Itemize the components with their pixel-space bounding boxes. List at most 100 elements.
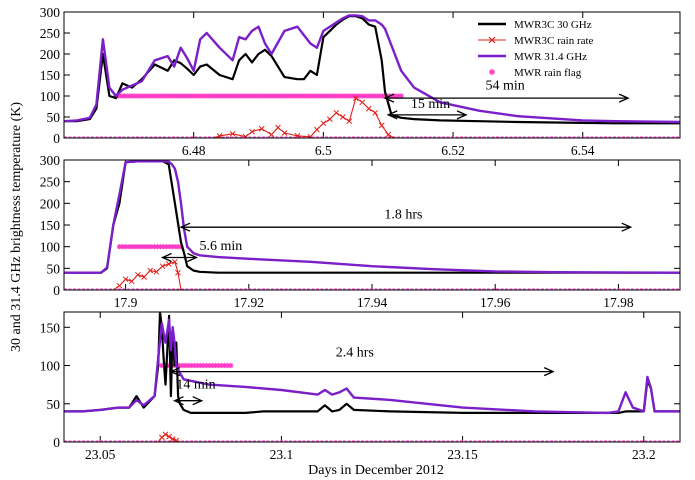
rain-flag-point: [192, 362, 198, 369]
rain-rate-point: [385, 131, 392, 138]
rain-flag-point: [335, 93, 341, 99]
x-tick-label: 6.52: [441, 143, 465, 158]
rain-flag-point: [257, 93, 263, 99]
rain-flag-point: [131, 244, 137, 250]
rain-flag-point: [157, 244, 164, 250]
series-mwr3c-rain-rate: [64, 95, 680, 138]
x-tick-label: 6.48: [182, 143, 206, 158]
rain-flag-point: [284, 93, 290, 99]
rain-flag-point: [371, 93, 377, 99]
rain-flag-point: [222, 362, 228, 369]
series-line-mwr3c-30-ghz: [64, 15, 680, 125]
rain-flag-point: [302, 93, 308, 99]
y-tick-label: 150: [40, 68, 61, 83]
legend-label: MWR3C rain rate: [514, 35, 594, 47]
rain-rate-point: [258, 125, 265, 132]
rain-flag-point: [189, 362, 195, 369]
rain-flag-point: [175, 244, 181, 250]
rain-flag-point: [362, 93, 368, 99]
rain-flag-point: [188, 93, 194, 99]
rain-flag-point: [125, 93, 131, 99]
rain-flag-point: [221, 93, 227, 99]
annotation-label: 5.6 min: [200, 239, 243, 254]
rain-rate-point: [162, 431, 169, 438]
y-tick-label: 150: [40, 218, 61, 233]
y-tick-label: 100: [40, 240, 61, 255]
rain-flag-point: [166, 244, 172, 250]
rain-flag-point: [210, 362, 216, 369]
chart-panels: 0 50 100 150 200 250 300 6.48 6.5 6.52 6.54 54 min 1…: [40, 5, 681, 462]
annotation-label: 15 min: [411, 97, 450, 112]
rain-flag-point: [395, 93, 401, 99]
rain-rate-point: [281, 130, 288, 136]
y-tick-label: 100: [40, 359, 61, 374]
rain-flag-point: [152, 93, 158, 99]
rain-flag-point: [155, 93, 161, 99]
rain-flag-point: [377, 93, 383, 99]
rain-rate-point: [172, 258, 178, 265]
rain-rate-point: [352, 95, 359, 101]
plot-area: [64, 160, 680, 290]
arrowhead-right: [618, 93, 630, 103]
x-axis-label: Days in December 2012: [308, 463, 444, 478]
rain-flag-point: [119, 93, 125, 99]
rain-flag-point: [137, 244, 143, 250]
arrowhead-right: [192, 396, 204, 406]
rain-flag-point: [242, 93, 248, 99]
arrowhead-right: [543, 367, 555, 377]
rain-rate-point: [165, 261, 172, 267]
rain-flag-point: [281, 93, 287, 99]
rain-flag-point: [389, 93, 395, 99]
rain-flag-point: [197, 93, 203, 99]
rain-flag-point: [317, 93, 323, 99]
annotation: 15 min: [386, 97, 468, 120]
series-line-mwr-31-4-ghz: [64, 160, 680, 274]
rain-rate-point: [175, 269, 181, 276]
rain-flag-point: [182, 93, 188, 99]
rain-flag-point: [203, 93, 209, 99]
rain-flag-point: [195, 362, 201, 369]
rain-flag-point: [326, 93, 332, 99]
rain-rate-point: [275, 124, 281, 131]
rain-rate-point: [346, 118, 353, 125]
rain-flag-point: [266, 93, 272, 99]
rain-flag-point: [353, 93, 359, 99]
rain-flag-point: [215, 93, 221, 99]
y-tick-label: 50: [47, 261, 61, 276]
y-tick-label: 0: [53, 283, 60, 298]
rain-rate-point: [169, 436, 176, 442]
rain-rate-point: [166, 433, 172, 440]
rain-flag-point: [287, 93, 293, 99]
rain-rate-point: [378, 122, 385, 129]
annotation-label: 1.8 hrs: [384, 208, 422, 223]
legend-label: MWR 31.4 GHz: [514, 51, 587, 63]
rain-flag-point: [368, 93, 374, 99]
rain-flag-point: [207, 362, 213, 369]
y-tick-label: 200: [40, 196, 61, 211]
y-tick-label: 250: [40, 175, 61, 190]
arrowhead-left: [160, 252, 172, 263]
rain-flag-point: [134, 244, 140, 250]
rain-flag-point: [218, 93, 224, 99]
rain-flag-point: [212, 93, 218, 99]
rain-flag-point: [183, 362, 189, 369]
rain-flag-point: [219, 362, 225, 369]
rain-flag-point: [293, 93, 299, 99]
rain-rate-point: [173, 437, 180, 442]
rain-rate-point: [141, 274, 147, 280]
rain-flag-point: [116, 244, 123, 250]
rain-flag-point: [398, 93, 404, 99]
rain-flag-point: [128, 93, 134, 99]
rain-rate-point: [320, 120, 327, 127]
rain-flag-point: [314, 93, 320, 99]
legend-entry: MWR3C rain rate: [478, 35, 594, 47]
rain-flag-point: [338, 93, 344, 99]
x-tick-label: 17.94: [357, 295, 388, 310]
rain-rate-point: [326, 116, 333, 122]
series-mwr3c-30-ghz: [64, 160, 680, 274]
rain-flag-point: [137, 93, 143, 99]
rain-flag-point: [194, 93, 200, 99]
rain-flag-point: [165, 362, 171, 369]
rain-rate-point: [372, 109, 379, 116]
x-tick-label: 17.96: [480, 295, 511, 310]
